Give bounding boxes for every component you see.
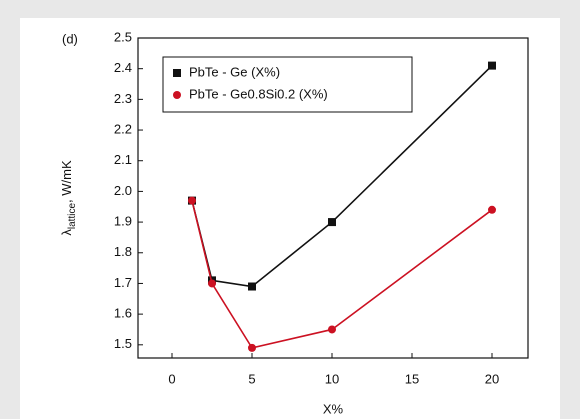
marker	[188, 196, 196, 205]
y-tick-label: 2.2	[114, 121, 132, 136]
y-tick-label: 1.6	[114, 306, 132, 321]
x-tick-label: 5	[248, 371, 255, 386]
y-tick-label: 2.5	[114, 29, 132, 44]
y-axis-label: λlattice, W/mK	[59, 160, 77, 236]
y-label-subscript: lattice	[67, 203, 78, 230]
legend-marker	[173, 91, 181, 99]
marker	[488, 205, 496, 214]
marker	[488, 61, 496, 70]
y-tick-label: 1.9	[114, 214, 132, 229]
legend-label: PbTe - Ge0.8Si0.2 (X%)	[189, 86, 328, 101]
panel-label: (d)	[62, 31, 78, 46]
y-label-symbol: λ	[59, 229, 74, 236]
y-tick-label: 1.8	[114, 244, 132, 259]
x-tick-label: 0	[168, 371, 175, 386]
x-tick-label: 15	[405, 371, 419, 386]
x-tick-label: 10	[325, 371, 339, 386]
plot-frame	[137, 37, 529, 359]
y-tick-label: 2.0	[114, 183, 132, 198]
y-tick-label: 2.1	[114, 152, 132, 167]
marker	[208, 279, 216, 288]
x-tick-label: 20	[485, 371, 499, 386]
marker	[328, 325, 336, 334]
marker	[328, 218, 336, 227]
legend-box	[162, 56, 413, 113]
legend-marker	[173, 69, 181, 77]
y-tick-label: 2.4	[114, 60, 132, 75]
marker	[248, 343, 256, 352]
marker	[248, 282, 256, 291]
y-tick-label: 1.7	[114, 275, 132, 290]
legend-label: PbTe - Ge (X%)	[189, 64, 280, 79]
y-tick-label: 2.3	[114, 91, 132, 106]
y-tick-label: 1.5	[114, 336, 132, 351]
y-label-unit: , W/mK	[59, 160, 74, 203]
x-axis-label: X%	[323, 401, 344, 416]
